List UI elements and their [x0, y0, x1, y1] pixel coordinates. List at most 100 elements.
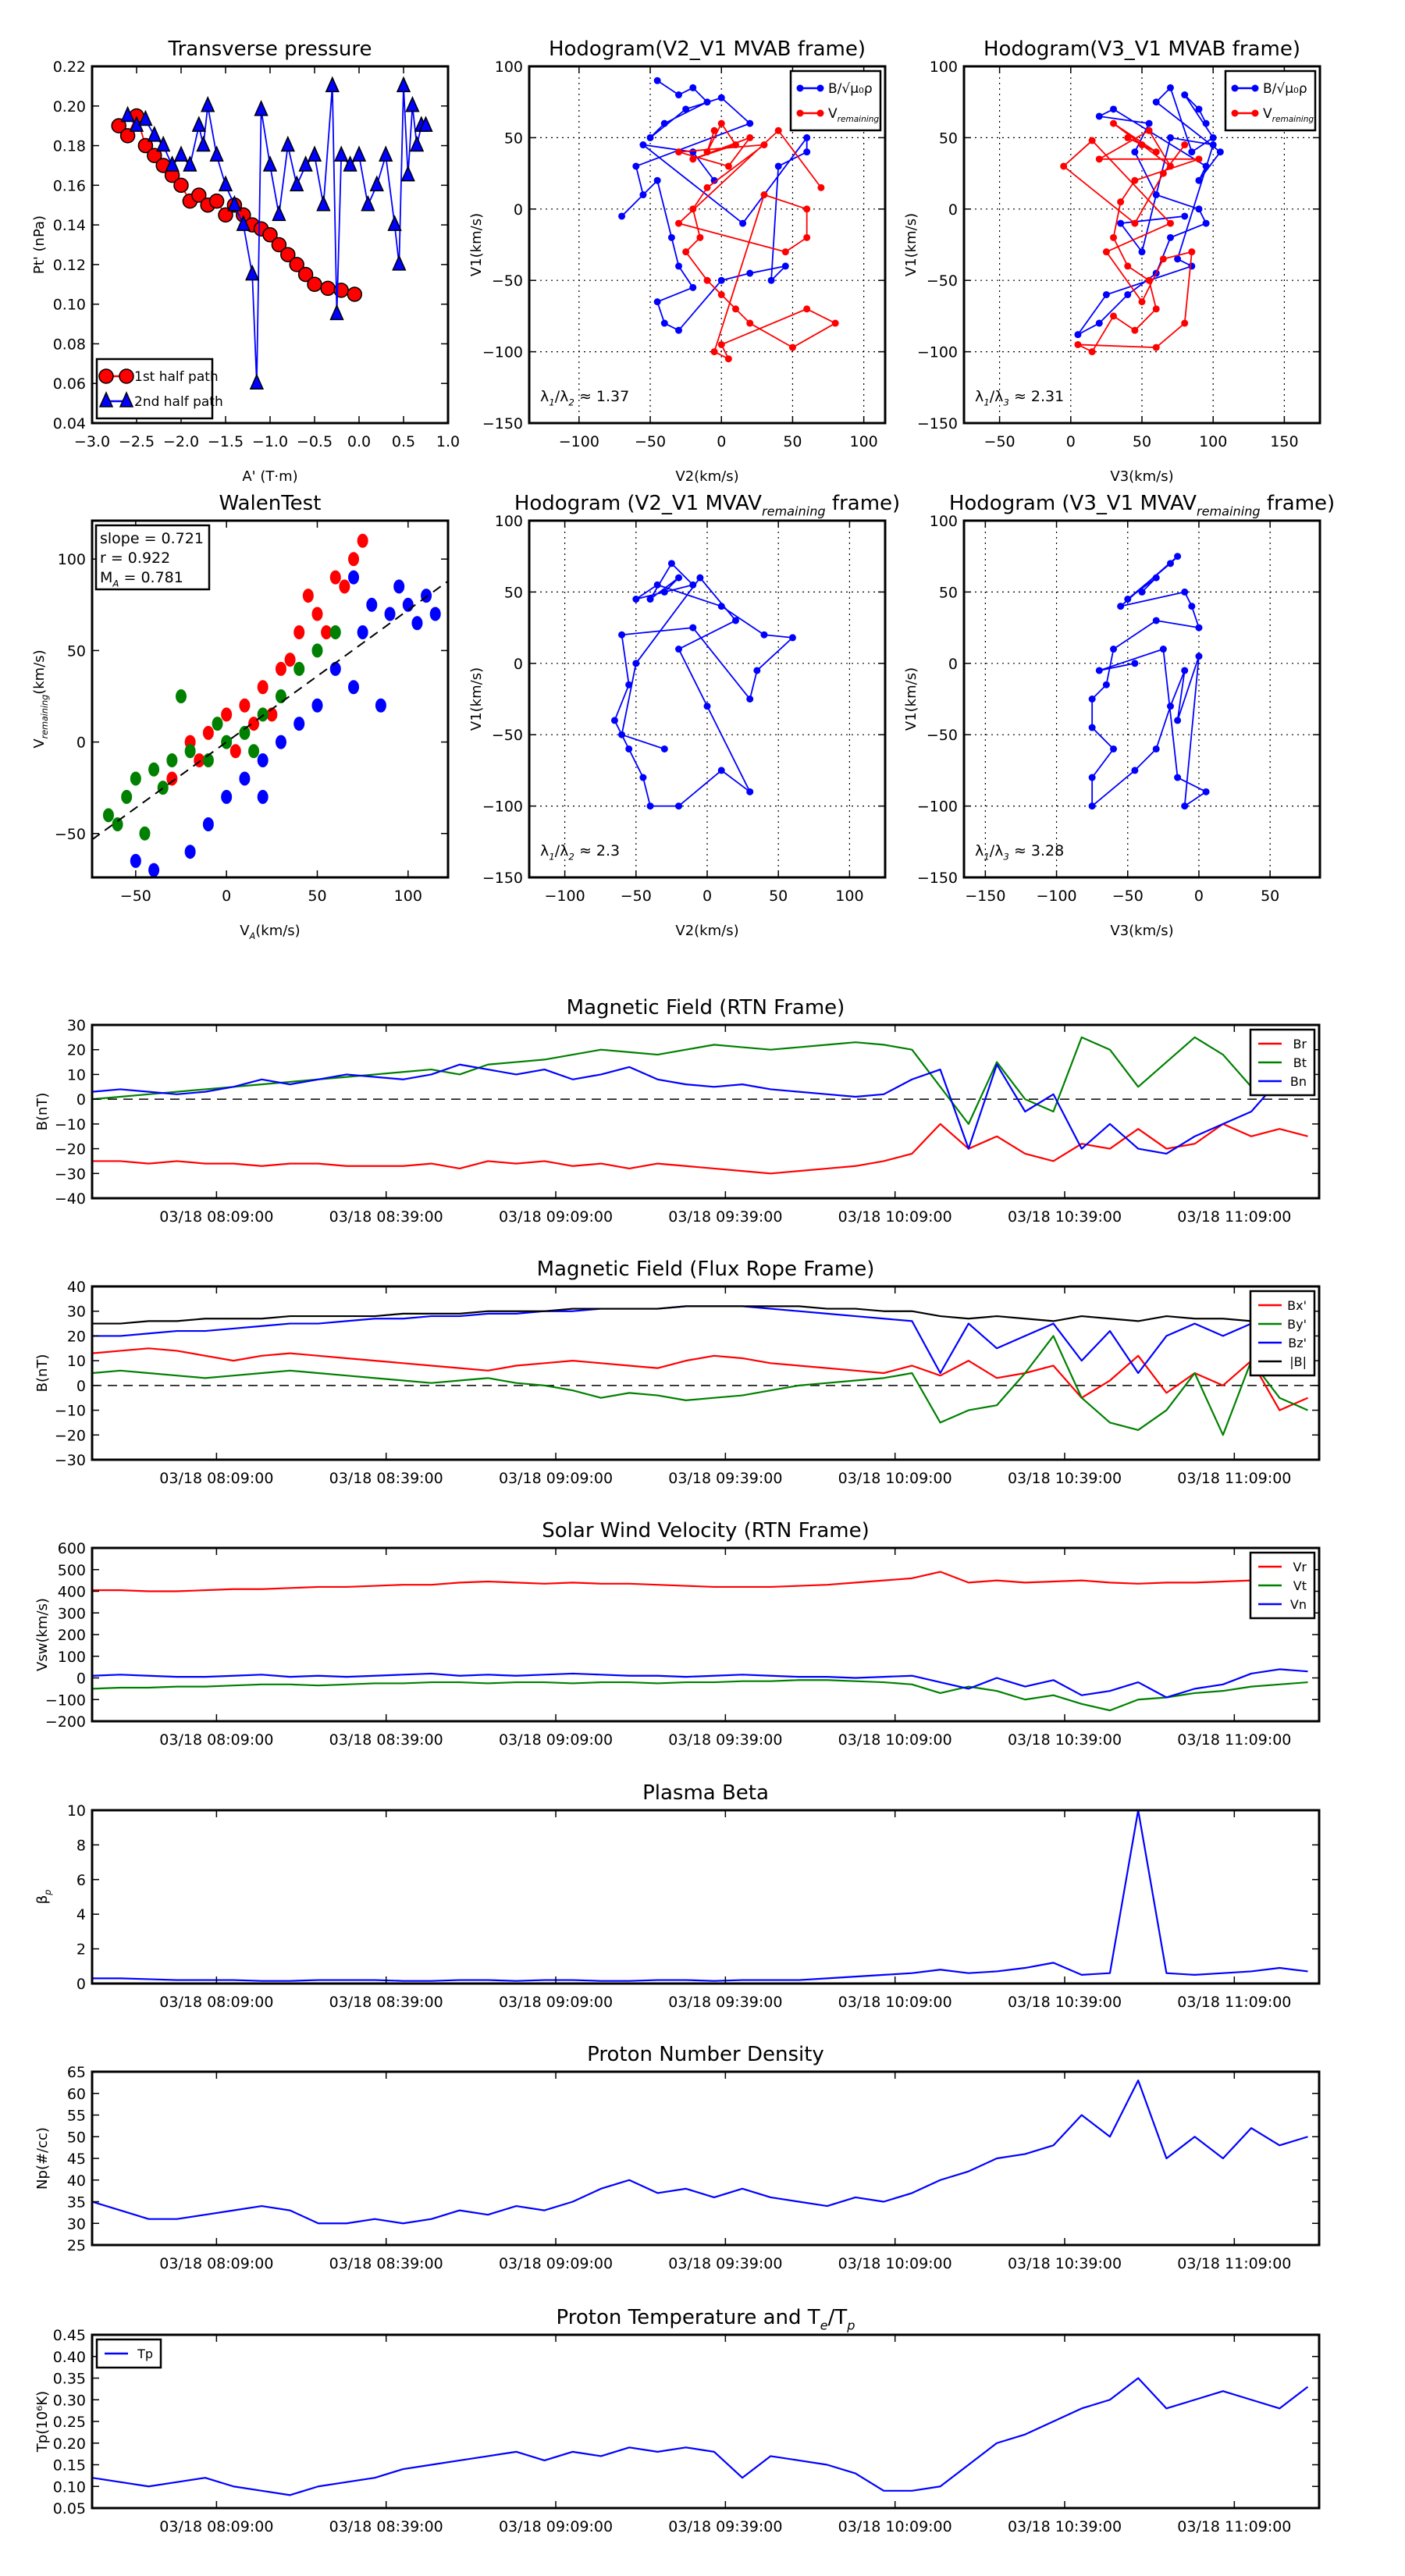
series-v-remaining- — [675, 119, 839, 363]
data-point — [667, 560, 675, 568]
data-point-triangle — [156, 135, 171, 152]
chart-panel-solar-wind-velocity: 03/18 08:09:00 03/18 08:39:00 03/18 09:09:… — [34, 1519, 1321, 1749]
data-point — [302, 589, 314, 603]
y-tick-label: −20 — [55, 1141, 86, 1158]
chart-panel-hodogram-v3-v1-mvav: −150 −100 −50 0 50 −150 −100 −50 0 50 100Hodogram … — [903, 492, 1335, 939]
x-tick-label: 03/18 09:39:00 — [668, 1470, 782, 1487]
data-point — [816, 84, 824, 92]
y-axis: −50 0 50 100 — [55, 551, 448, 843]
y-tick-label: 30 — [67, 1017, 86, 1034]
axes-frame — [91, 519, 450, 879]
x-tick-label: 0 — [702, 888, 712, 905]
y-axis: −40 −30 −20 −10 0 10 20 30 — [55, 1017, 1319, 1208]
y-tick-label: 0.40 — [53, 2349, 86, 2366]
data-point — [1131, 326, 1139, 334]
x-axis-label: V3(km/s) — [1110, 468, 1173, 485]
data-point-circle — [320, 280, 336, 297]
series-green — [102, 624, 341, 841]
data-point — [1124, 290, 1132, 298]
data-point — [166, 771, 178, 786]
y-tick-label: 50 — [67, 642, 86, 660]
data-point-triangle — [227, 194, 242, 212]
data-point — [257, 789, 269, 804]
data-point — [710, 176, 718, 184]
x-tick-label: 03/18 09:39:00 — [668, 1208, 782, 1226]
data-point — [774, 126, 782, 134]
data-point — [1124, 133, 1132, 141]
x-tick-label: 150 — [1270, 433, 1298, 450]
x-tick-label: 0 — [222, 888, 231, 905]
data-point — [1166, 162, 1174, 170]
data-point — [157, 781, 169, 795]
stats-box-frame — [94, 524, 211, 591]
legend: B/√μ₀ρ Vremaining — [1224, 69, 1317, 132]
x-tick-label: 03/18 08:39:00 — [329, 1994, 443, 2011]
data-point — [689, 148, 697, 156]
data-point — [329, 661, 341, 676]
data-point — [1074, 331, 1082, 339]
data-point — [1138, 298, 1146, 306]
series-line — [92, 1335, 1308, 1436]
data-point — [1117, 603, 1125, 610]
y-tick-label: 0.15 — [53, 2457, 86, 2475]
x-tick-label: −2.5 — [119, 433, 155, 450]
data-point — [717, 767, 725, 774]
plot-marks — [92, 1810, 1308, 1982]
data-point — [1174, 553, 1182, 560]
legend-label: Bx' — [1287, 1298, 1307, 1313]
data-point — [774, 162, 782, 170]
y-tick-label: 10 — [67, 1802, 86, 1820]
data-point — [1088, 802, 1096, 810]
legend-item: Bn — [1258, 1074, 1307, 1089]
data-point — [746, 319, 754, 327]
y-tick-label: 50 — [67, 2129, 86, 2146]
axes-frame — [91, 1809, 1321, 1985]
data-point — [1117, 219, 1125, 227]
data-point — [696, 233, 704, 241]
data-point — [653, 176, 661, 184]
data-point — [221, 789, 233, 804]
data-point — [411, 616, 423, 631]
data-point — [1131, 660, 1139, 667]
data-point-circle — [119, 368, 134, 384]
plot-marks — [92, 1305, 1319, 1436]
legend-item: B/√μ₀ρ — [796, 81, 873, 97]
data-point — [1202, 162, 1210, 170]
y-tick-label: 0.18 — [53, 138, 86, 155]
legend-label: Vt — [1293, 1578, 1307, 1593]
data-point-triangle — [147, 126, 162, 142]
data-point — [717, 119, 725, 127]
data-point — [293, 661, 305, 676]
data-point — [1060, 162, 1068, 170]
data-point — [660, 319, 668, 327]
data-point — [632, 660, 640, 667]
y-tick-label: −50 — [55, 826, 86, 843]
legend: 1st half path 2nd half path — [95, 358, 223, 420]
y-tick-label: 2 — [76, 1941, 86, 1959]
data-point-triangle — [409, 135, 425, 152]
series-line — [92, 2377, 1309, 2496]
x-tick-label: 03/18 11:09:00 — [1177, 1731, 1291, 1749]
data-point — [1117, 198, 1125, 206]
legend-label: Tp — [137, 2347, 153, 2361]
series-line — [92, 1036, 1308, 1125]
plot-marks — [92, 2080, 1308, 2225]
data-point — [816, 109, 824, 117]
stats-box: slope = 0.721 r = 0.922 MA = 0.781 — [94, 524, 211, 591]
y-tick-label: −50 — [492, 727, 523, 744]
legend-item: Vt — [1258, 1578, 1307, 1593]
legend-item: B/√μ₀ρ — [1231, 81, 1307, 97]
data-point — [1166, 703, 1174, 710]
y-tick-label: 40 — [67, 1279, 86, 1296]
x-axis-label: VA(km/s) — [240, 923, 300, 941]
eigenvalue-ratio-annotation: λ1/λ2 ≈ 2.3 — [540, 842, 620, 862]
y-tick-label: 100 — [930, 59, 958, 76]
series-vt — [92, 1679, 1308, 1712]
data-point — [121, 789, 133, 804]
stats-line: MA = 0.781 — [100, 569, 183, 589]
data-point — [1202, 219, 1210, 227]
x-tick-label: 03/18 08:09:00 — [159, 1994, 273, 2011]
x-tick-label: 03/18 09:09:00 — [499, 1731, 613, 1749]
data-point — [257, 707, 269, 722]
data-point — [1195, 624, 1203, 632]
